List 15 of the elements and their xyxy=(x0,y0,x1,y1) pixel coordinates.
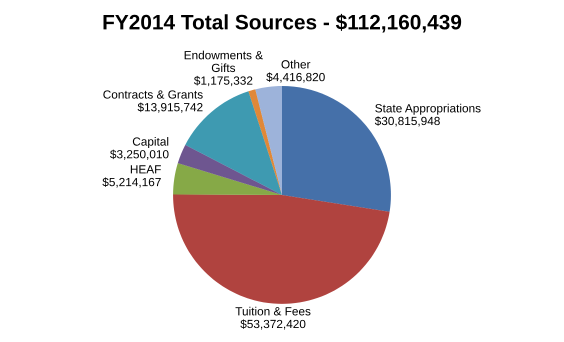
data-label: $1,175,332 xyxy=(194,76,252,86)
data-label: $5,214,167 xyxy=(102,177,161,188)
data-label: $53,372,420 xyxy=(240,319,306,330)
slice-label: HEAF xyxy=(130,165,161,174)
slice-label: Endowments & Gifts xyxy=(184,50,263,72)
slice-label: Capital xyxy=(132,137,168,148)
slice-label: Other xyxy=(282,60,310,69)
data-label: $13,915,742 xyxy=(138,102,203,113)
slice-label: Contracts & Grants xyxy=(103,90,203,99)
slice-label: State Appropriations xyxy=(375,104,481,115)
chart-title: FY2014 Total Sources - $112,160,439 xyxy=(104,14,462,33)
data-label: $3,250,010 xyxy=(110,150,169,160)
slice-label: Tuition & Fees xyxy=(236,306,310,316)
data-label: $4,416,820 xyxy=(266,72,325,83)
data-label: $30,815,948 xyxy=(374,116,440,127)
